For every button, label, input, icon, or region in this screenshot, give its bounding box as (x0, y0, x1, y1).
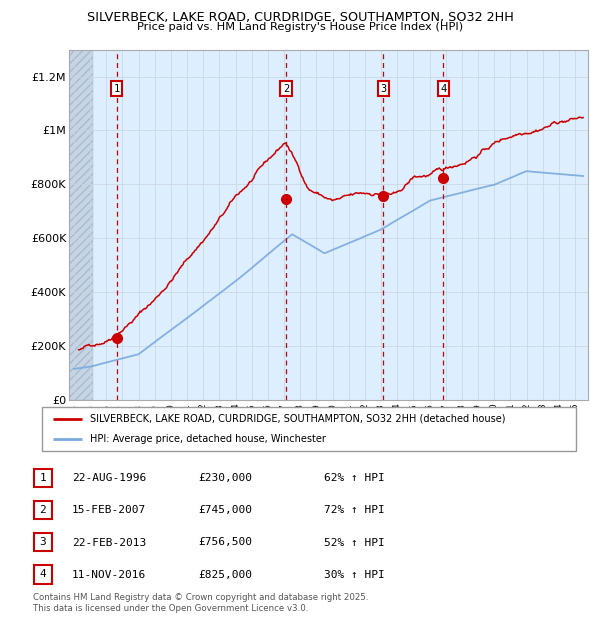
Text: 22-AUG-1996: 22-AUG-1996 (72, 473, 146, 483)
Text: £230,000: £230,000 (198, 473, 252, 483)
Text: 15-FEB-2007: 15-FEB-2007 (72, 505, 146, 515)
Text: 11-NOV-2016: 11-NOV-2016 (72, 570, 146, 580)
Text: 30% ↑ HPI: 30% ↑ HPI (324, 570, 385, 580)
Text: SILVERBECK, LAKE ROAD, CURDRIDGE, SOUTHAMPTON, SO32 2HH: SILVERBECK, LAKE ROAD, CURDRIDGE, SOUTHA… (86, 11, 514, 24)
Text: 62% ↑ HPI: 62% ↑ HPI (324, 473, 385, 483)
Text: 2: 2 (283, 84, 289, 94)
Text: HPI: Average price, detached house, Winchester: HPI: Average price, detached house, Winc… (90, 434, 326, 445)
Text: £745,000: £745,000 (198, 505, 252, 515)
Text: 3: 3 (40, 537, 46, 547)
Text: SILVERBECK, LAKE ROAD, CURDRIDGE, SOUTHAMPTON, SO32 2HH (detached house): SILVERBECK, LAKE ROAD, CURDRIDGE, SOUTHA… (90, 414, 506, 424)
Text: 4: 4 (440, 84, 446, 94)
Text: Contains HM Land Registry data © Crown copyright and database right 2025.
This d: Contains HM Land Registry data © Crown c… (33, 593, 368, 613)
Text: 22-FEB-2013: 22-FEB-2013 (72, 538, 146, 547)
Text: 1: 1 (113, 84, 120, 94)
Text: Price paid vs. HM Land Registry's House Price Index (HPI): Price paid vs. HM Land Registry's House … (137, 22, 463, 32)
Text: 3: 3 (380, 84, 386, 94)
Text: 1: 1 (40, 472, 46, 483)
Text: 2: 2 (40, 505, 46, 515)
Text: £756,500: £756,500 (198, 538, 252, 547)
Text: 72% ↑ HPI: 72% ↑ HPI (324, 505, 385, 515)
Text: 4: 4 (40, 569, 46, 580)
Text: 52% ↑ HPI: 52% ↑ HPI (324, 538, 385, 547)
Bar (69, 50, 93, 400)
Text: £825,000: £825,000 (198, 570, 252, 580)
